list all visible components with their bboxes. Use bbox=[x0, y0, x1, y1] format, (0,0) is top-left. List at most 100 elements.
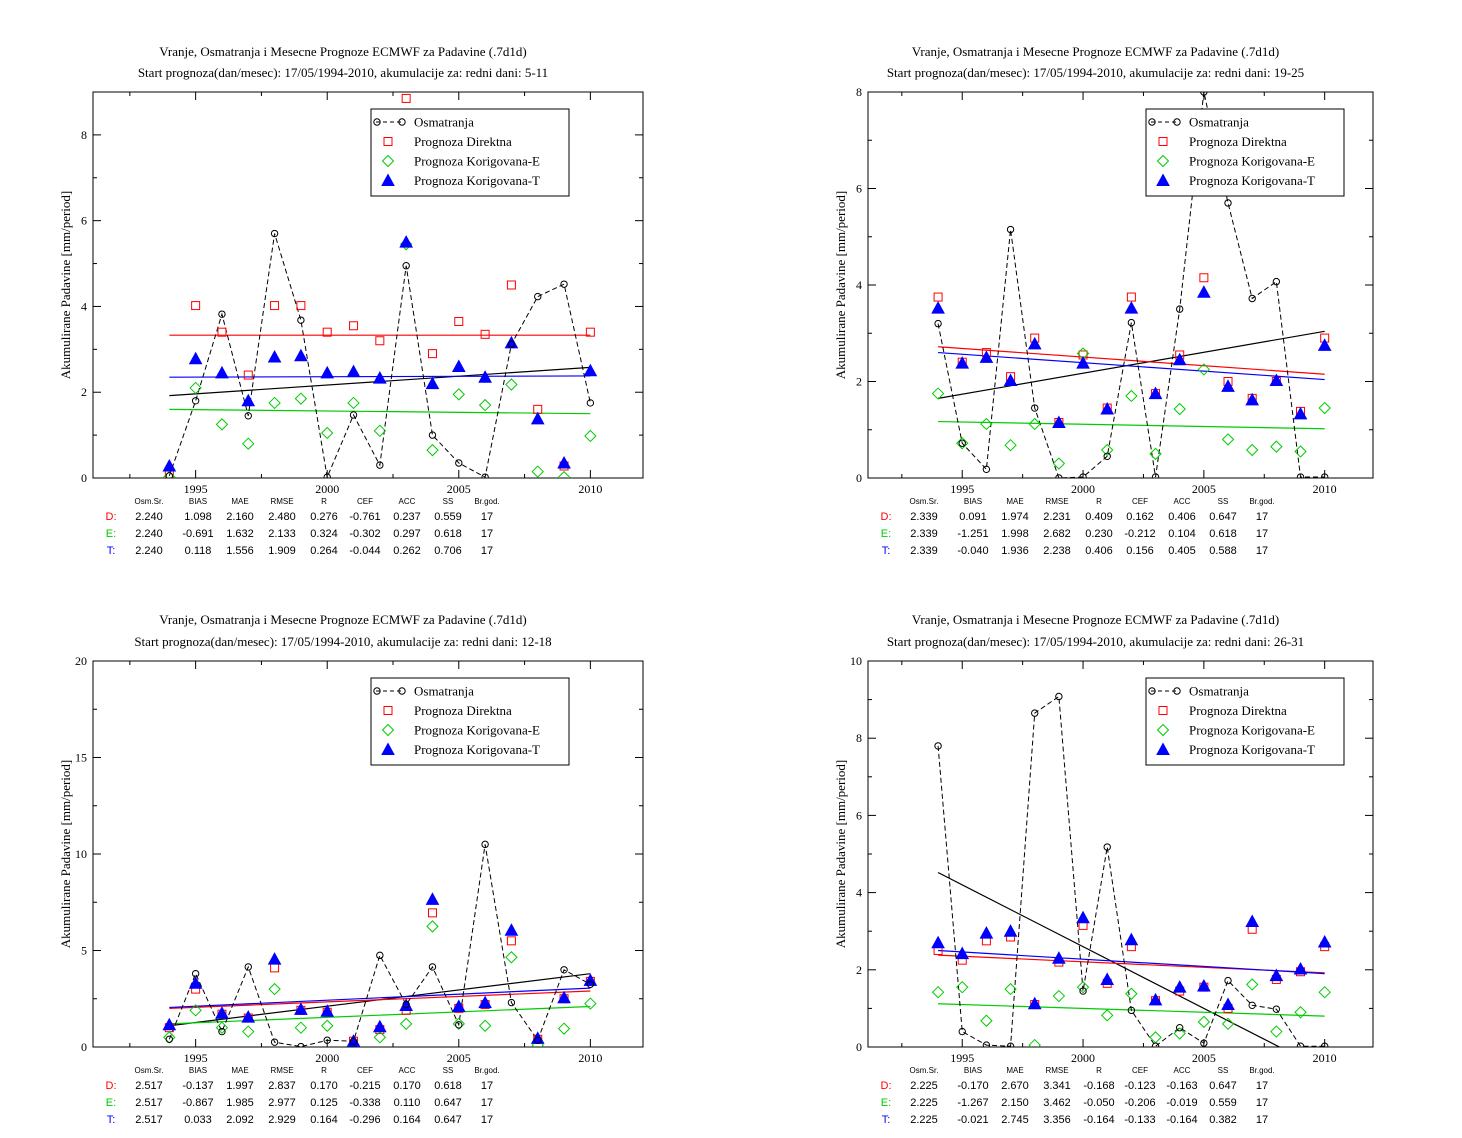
data-point-obs bbox=[1127, 1006, 1136, 1015]
data-point-corrT bbox=[188, 351, 203, 365]
data-point-obs bbox=[507, 998, 516, 1007]
y-tick-label: 10 bbox=[850, 654, 862, 668]
data-point-corrE bbox=[1028, 1038, 1041, 1047]
stats-value: -0.164 bbox=[1083, 1114, 1114, 1126]
data-point-corrT bbox=[451, 359, 466, 372]
data-point-corrE bbox=[373, 1031, 387, 1044]
data-point-obs bbox=[586, 399, 595, 407]
chart-subtitle: Start prognoza(dan/mesec): 17/05/1994-20… bbox=[887, 634, 1304, 649]
stats-value: 17 bbox=[1256, 511, 1268, 523]
data-point-corrE bbox=[956, 980, 969, 994]
data-point-corrE bbox=[321, 1019, 334, 1032]
data-point-corrT bbox=[1221, 379, 1235, 392]
stats-header: Osm.Sr. bbox=[910, 497, 939, 506]
stats-value: 1.098 bbox=[184, 511, 212, 523]
chart-title: Vranje, Osmatranja i Mesecne Prognoze EC… bbox=[159, 44, 526, 59]
data-point-direct bbox=[480, 329, 490, 339]
stats-value: 0.230 bbox=[1085, 528, 1113, 540]
data-point-corrT bbox=[583, 363, 598, 377]
y-axis-label: Akumulirane Padavine [mm/period] bbox=[833, 191, 848, 379]
legend-marker-obs bbox=[1173, 118, 1181, 126]
stats-row-label: T: bbox=[882, 1114, 891, 1126]
data-point-corrT bbox=[1172, 352, 1187, 366]
stats-header: Br.god. bbox=[1249, 497, 1274, 506]
data-point-corrT bbox=[1245, 914, 1260, 928]
data-point-obs bbox=[218, 1027, 226, 1036]
trend-line-obs bbox=[937, 871, 1281, 1047]
data-point-corrE bbox=[321, 426, 334, 440]
data-point-obs bbox=[1055, 692, 1063, 701]
stats-value: 0.382 bbox=[1209, 1114, 1237, 1126]
data-point-corrE bbox=[1221, 1017, 1235, 1031]
x-tick-label: 1995 bbox=[950, 482, 974, 496]
data-point-corrT bbox=[1076, 356, 1090, 369]
data-point-obs bbox=[376, 461, 384, 469]
data-point-corrT bbox=[979, 350, 994, 363]
observation-line bbox=[937, 92, 1325, 478]
stats-value: 0.264 bbox=[310, 545, 338, 557]
data-point-direct bbox=[217, 327, 227, 337]
stats-value: 0.164 bbox=[393, 1114, 421, 1126]
plot-area bbox=[931, 692, 1332, 1047]
data-point-corrT bbox=[1197, 285, 1211, 298]
legend-entry: Prognoza Direktna bbox=[414, 134, 512, 149]
data-point-direct bbox=[349, 321, 359, 331]
data-point-direct bbox=[933, 292, 943, 302]
stats-value: 2.231 bbox=[1043, 511, 1071, 523]
stats-value: 2.339 bbox=[910, 545, 938, 557]
data-point-direct bbox=[401, 93, 411, 103]
data-point-corrE bbox=[980, 1014, 993, 1027]
legend-marker-corrT bbox=[1156, 173, 1170, 186]
data-point-direct bbox=[191, 301, 201, 311]
data-point-obs bbox=[1248, 294, 1256, 303]
stats-value: -0.019 bbox=[1166, 1097, 1197, 1109]
data-point-corrT bbox=[215, 365, 229, 379]
data-point-obs bbox=[586, 980, 595, 988]
data-point-obs bbox=[934, 319, 942, 328]
data-point-corrE bbox=[399, 1017, 413, 1031]
stats-value: -0.212 bbox=[1124, 528, 1155, 540]
legend-box bbox=[1145, 108, 1345, 197]
stats-header: BIAS bbox=[964, 1066, 982, 1075]
stats-header: RMSE bbox=[1045, 497, 1068, 506]
data-point-corrE bbox=[1318, 985, 1331, 999]
legend-marker-direct bbox=[1158, 137, 1168, 146]
data-point-obs bbox=[1151, 473, 1160, 478]
data-point-obs bbox=[191, 969, 200, 978]
stats-header: SS bbox=[1218, 1066, 1229, 1075]
data-point-corrT bbox=[1076, 910, 1090, 924]
data-point-corrE bbox=[1149, 447, 1162, 461]
y-axis-label: Akumulirane Padavine [mm/period] bbox=[833, 760, 848, 948]
y-tick-label: 8 bbox=[856, 85, 862, 99]
stats-value: 17 bbox=[481, 528, 493, 540]
data-point-corrE bbox=[1270, 440, 1283, 453]
stats-value: -0.691 bbox=[182, 528, 213, 540]
data-point-corrE bbox=[242, 437, 255, 450]
data-point-obs bbox=[402, 1000, 410, 1009]
data-point-corrT bbox=[1027, 996, 1042, 1010]
data-point-obs bbox=[218, 310, 226, 318]
data-point-obs bbox=[1103, 843, 1111, 851]
y-axis-label: Akumulirane Padavine [mm/period] bbox=[58, 760, 73, 948]
stats-value: 2.092 bbox=[226, 1114, 254, 1126]
legend-entry: Osmatranja bbox=[414, 115, 474, 130]
stats-header: RMSE bbox=[270, 1066, 293, 1075]
data-point-corrT bbox=[267, 350, 282, 363]
data-point-obs bbox=[1055, 474, 1063, 478]
stats-value: -0.021 bbox=[957, 1114, 988, 1126]
trend-line-obs bbox=[937, 330, 1325, 399]
data-point-corrE bbox=[531, 465, 544, 478]
stats-value: -0.206 bbox=[1124, 1097, 1155, 1109]
stats-value: 0.559 bbox=[1209, 1097, 1237, 1109]
data-point-corrT bbox=[1124, 932, 1139, 946]
x-tick-label: 1995 bbox=[950, 1051, 974, 1065]
stats-value: -0.050 bbox=[1083, 1097, 1114, 1109]
stats-header: SS bbox=[443, 497, 454, 506]
data-point-direct bbox=[1199, 273, 1209, 283]
data-point-corrT bbox=[955, 356, 970, 369]
data-point-obs bbox=[165, 472, 174, 478]
stats-value: 0.297 bbox=[393, 528, 421, 540]
y-tick-label: 2 bbox=[81, 385, 87, 399]
data-point-obs bbox=[560, 280, 568, 288]
stats-value: 1.998 bbox=[1001, 528, 1029, 540]
